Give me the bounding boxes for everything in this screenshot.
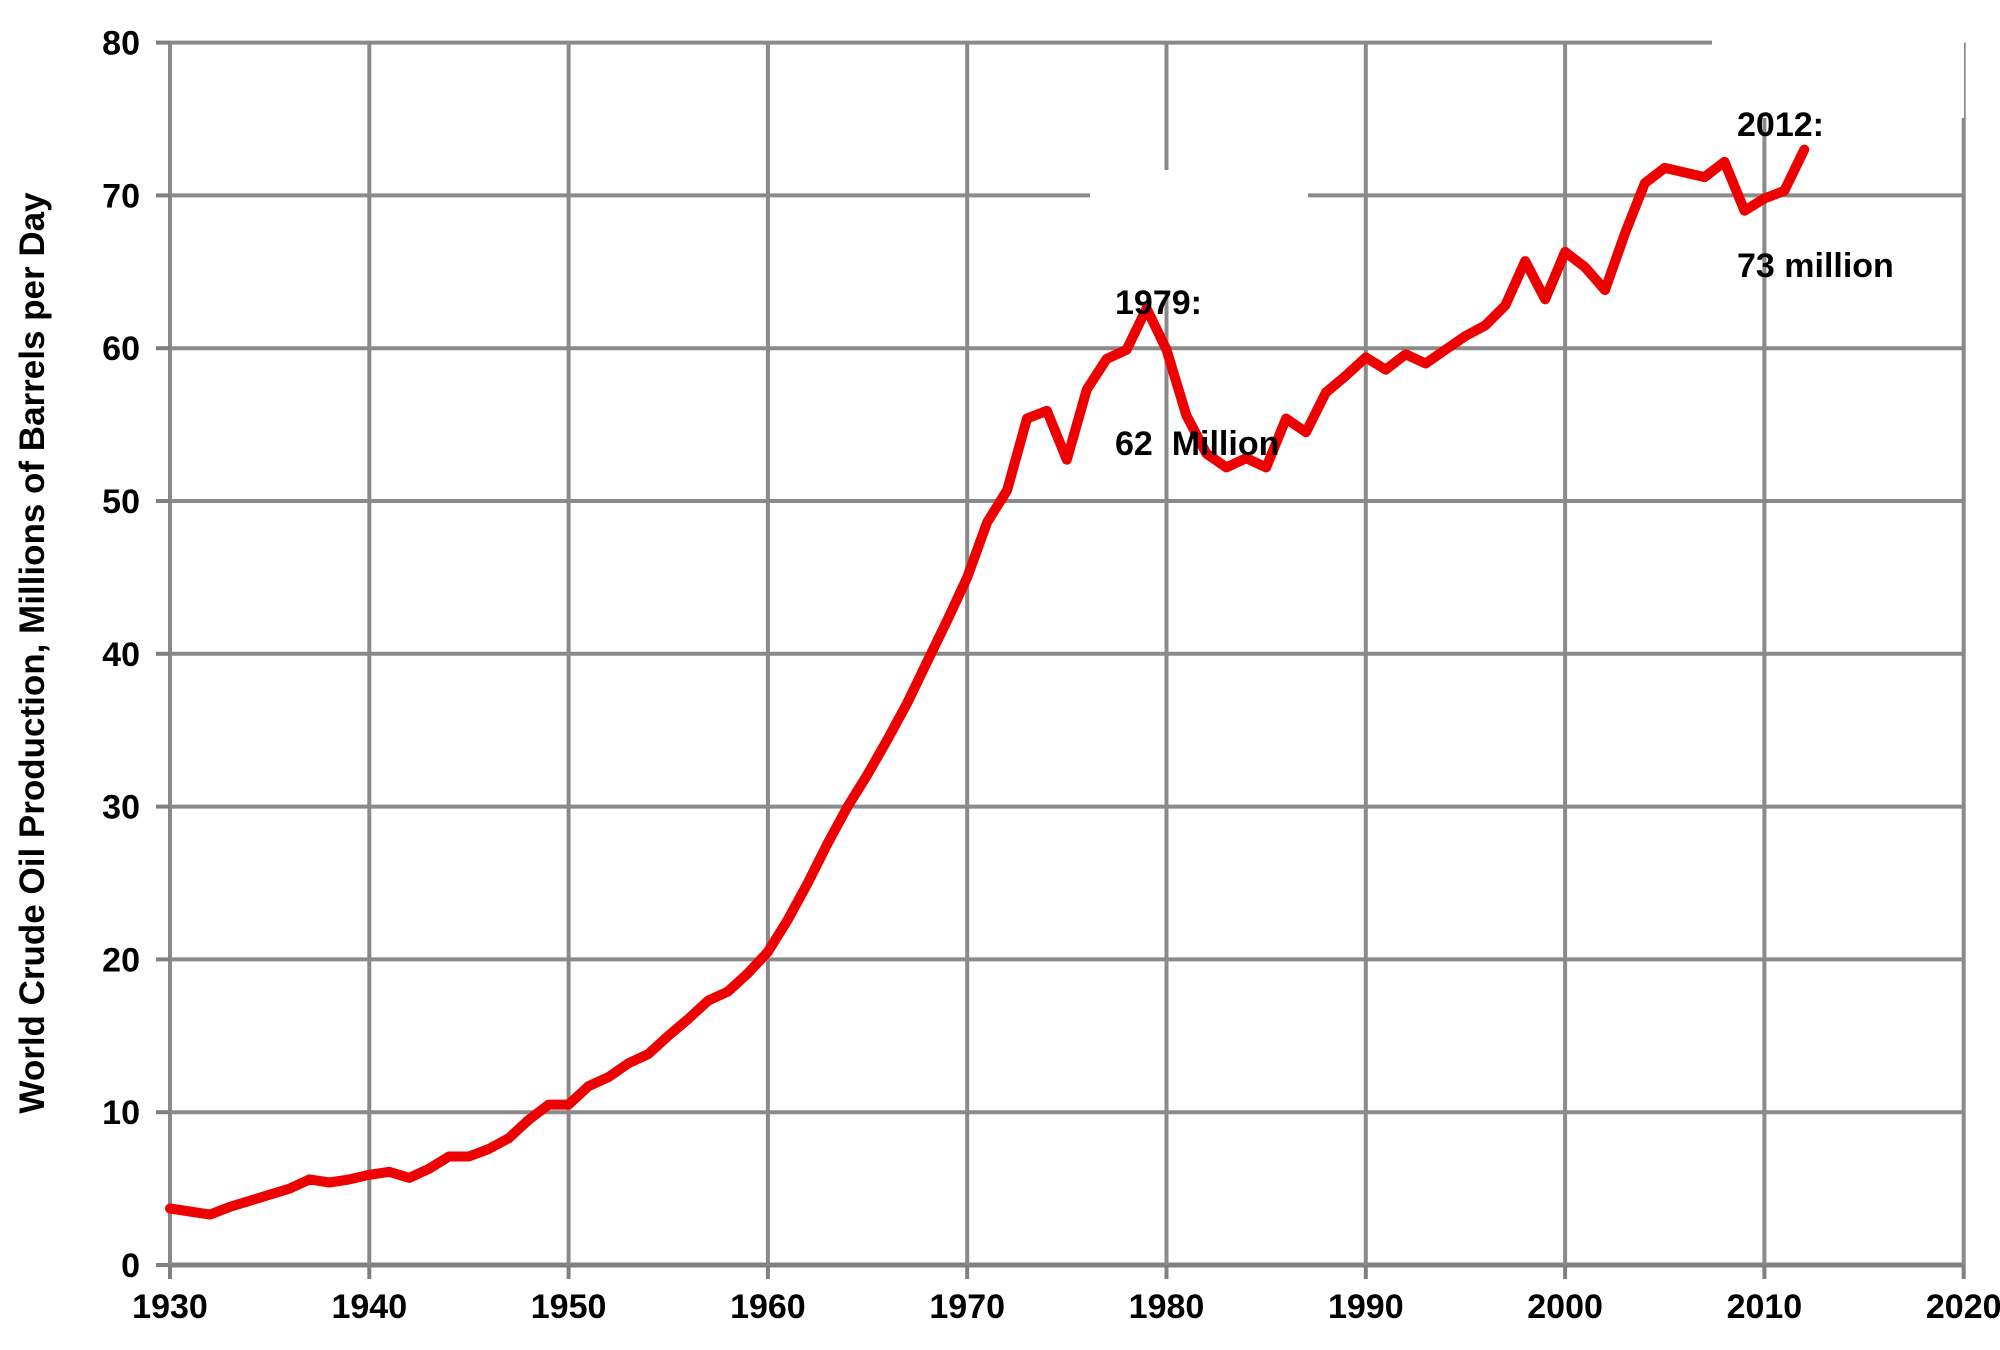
y-tick-label-20: 20 [102, 941, 140, 979]
x-tick-label-2000: 2000 [1527, 1288, 1603, 1326]
data-series [165, 144, 1810, 1220]
annotation-1979-line2: 62 Million [1115, 425, 1280, 463]
x-tick-label-1960: 1960 [730, 1288, 806, 1326]
production-line [165, 144, 1810, 1220]
x-tick-label-2010: 2010 [1727, 1288, 1803, 1326]
y-tick-label-10: 10 [102, 1094, 140, 1132]
x-tick-label-1970: 1970 [929, 1288, 1005, 1326]
y-tick-label-50: 50 [102, 483, 140, 521]
y-tick-label-30: 30 [102, 789, 140, 827]
y-tick-label-0: 0 [121, 1247, 140, 1285]
annotation-2012-end: 2012: 73 million [1712, 2, 1964, 285]
gridlines [168, 40, 1966, 1268]
y-tick-label-60: 60 [102, 330, 140, 368]
annotation-2012-line1: 2012: [1737, 106, 1824, 144]
x-tick-label-1930: 1930 [132, 1288, 208, 1326]
x-tick-label-1990: 1990 [1328, 1288, 1404, 1326]
tick-labels: 0 10 20 30 40 50 60 70 80 1930 1940 1950 1960 1970 198… [102, 25, 2000, 1326]
x-tick-label-1940: 1940 [331, 1288, 407, 1326]
y-tick-label-40: 40 [102, 636, 140, 674]
y-tick-label-70: 70 [102, 177, 140, 215]
annotation-2012-line2: 73 million [1737, 247, 1894, 285]
y-axis-title: World Crude Oil Production, Millions of … [13, 192, 52, 1114]
y-tick-label-80: 80 [102, 25, 140, 63]
annotation-1979-line1: 1979: [1115, 284, 1202, 322]
tick-marks [156, 40, 1966, 1279]
x-tick-label-1980: 1980 [1129, 1288, 1205, 1326]
annotation-1979-peak: 1979: 62 Million [1090, 170, 1308, 463]
x-tick-label-2020: 2020 [1926, 1288, 2000, 1326]
x-tick-label-1950: 1950 [531, 1288, 607, 1326]
